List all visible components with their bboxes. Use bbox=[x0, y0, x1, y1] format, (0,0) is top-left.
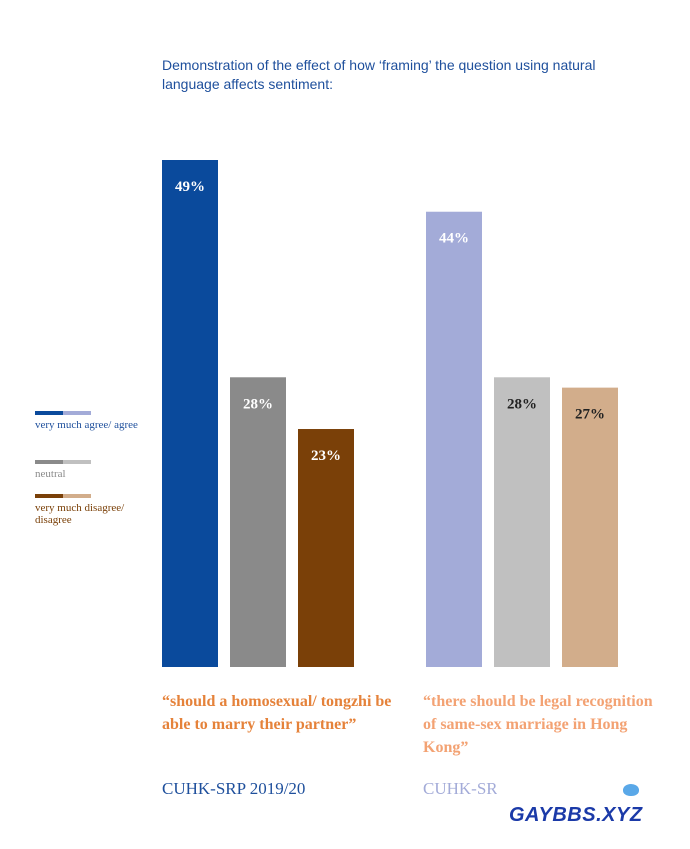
bar-group1-neutral bbox=[230, 377, 286, 667]
group-2-caption: “there should be legal recognition of sa… bbox=[423, 693, 653, 756]
legend-label-agree: very much agree/ agree bbox=[35, 419, 138, 431]
bar-label-group2-agree: 44% bbox=[439, 231, 469, 247]
legend-swatch-disagree bbox=[35, 494, 91, 498]
bar-label-group2-disagree: 27% bbox=[575, 407, 605, 423]
watermark-text: GAYBBS.XYZ bbox=[509, 804, 643, 826]
group-1-source: CUHK-SRP 2019/20 bbox=[162, 779, 306, 798]
legend-swatch-agree bbox=[35, 411, 91, 415]
chart-title: Demonstration of the effect of how ‘fram… bbox=[162, 57, 596, 92]
bar-label-group2-neutral: 28% bbox=[507, 396, 537, 412]
legend-item-neutral: neutral bbox=[35, 460, 145, 480]
legend-item-agree: very much agree/ agree bbox=[35, 411, 145, 431]
legend-swatch-neutral bbox=[35, 460, 91, 464]
bar-group1-agree bbox=[162, 160, 218, 667]
bar-group1-disagree bbox=[298, 429, 354, 667]
group-1-caption: “should a homosexual/ tongzhi be able to… bbox=[162, 693, 392, 733]
legend-label-neutral: neutral bbox=[35, 468, 66, 480]
bar-group2-agree bbox=[426, 211, 482, 668]
bar-group2-disagree bbox=[562, 387, 618, 667]
bird-icon bbox=[623, 784, 639, 796]
bar-group2-neutral bbox=[494, 377, 550, 667]
group-2-source: CUHK-SR bbox=[423, 779, 498, 798]
legend-item-disagree: very much disagree/ disagree bbox=[35, 494, 145, 526]
bar-label-group1-agree: 49% bbox=[175, 179, 205, 195]
legend-label-disagree: very much disagree/ disagree bbox=[35, 502, 125, 526]
bar-label-group1-neutral: 28% bbox=[243, 396, 273, 412]
watermark: GAYBBS.XYZ bbox=[497, 778, 685, 846]
bar-label-group1-disagree: 23% bbox=[311, 448, 341, 464]
